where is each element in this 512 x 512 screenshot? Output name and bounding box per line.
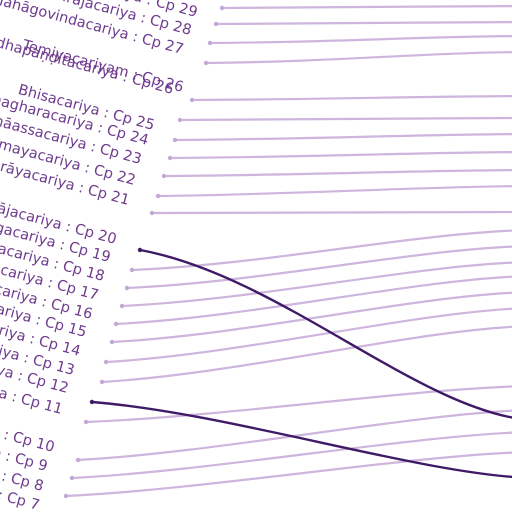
node-dot: [213, 21, 219, 27]
edge-line: [125, 245, 512, 290]
node-dot: [203, 60, 209, 66]
edge-line: [130, 229, 512, 272]
edge-line: [150, 210, 512, 215]
node-dot: [167, 155, 173, 161]
node-dot: [83, 419, 89, 425]
node-dot: [124, 285, 130, 291]
edge-line: [138, 248, 512, 419]
node-dot: [75, 457, 81, 463]
node-dot: [155, 193, 161, 199]
node-dot: [189, 97, 195, 103]
edge-line: [162, 168, 512, 178]
node-dot: [207, 40, 213, 46]
edge-line: [173, 132, 512, 142]
edge-group: [64, 4, 512, 498]
edge-line: [90, 400, 512, 479]
edge-line: [120, 261, 512, 308]
node-dot: [119, 303, 125, 309]
node-label-group: Akittacariya : Cp 30Vidhurapaṇḍitacariyā…: [0, 0, 199, 512]
edge-line: [84, 385, 512, 424]
node-dot: [89, 399, 95, 405]
node-dot: [103, 359, 109, 365]
edge-line: [190, 94, 512, 102]
edge-line: [70, 431, 512, 480]
edge-line: [110, 291, 512, 344]
node-dot: [177, 117, 183, 123]
node-dot: [63, 493, 69, 499]
node-dot: [69, 475, 75, 481]
edge-line: [100, 325, 512, 384]
node-dot: [161, 173, 167, 179]
node-dot: [149, 210, 155, 216]
edge-line: [156, 185, 512, 198]
edge-line: [220, 4, 512, 10]
node-dot-group: [63, 5, 225, 499]
edge-line: [204, 51, 512, 65]
node-dot: [113, 321, 119, 327]
node-dot: [99, 379, 105, 385]
edge-line: [64, 451, 512, 498]
node-dot: [129, 267, 135, 273]
node-dot: [137, 247, 143, 253]
edge-line: [214, 20, 512, 26]
edge-line: [208, 35, 512, 45]
edge-line: [76, 409, 512, 462]
edge-line: [178, 116, 512, 122]
edge-line: [114, 275, 512, 326]
node-dot: [219, 5, 225, 11]
edge-line: [168, 150, 512, 160]
node-dot: [109, 339, 115, 345]
node-dot: [172, 137, 178, 143]
